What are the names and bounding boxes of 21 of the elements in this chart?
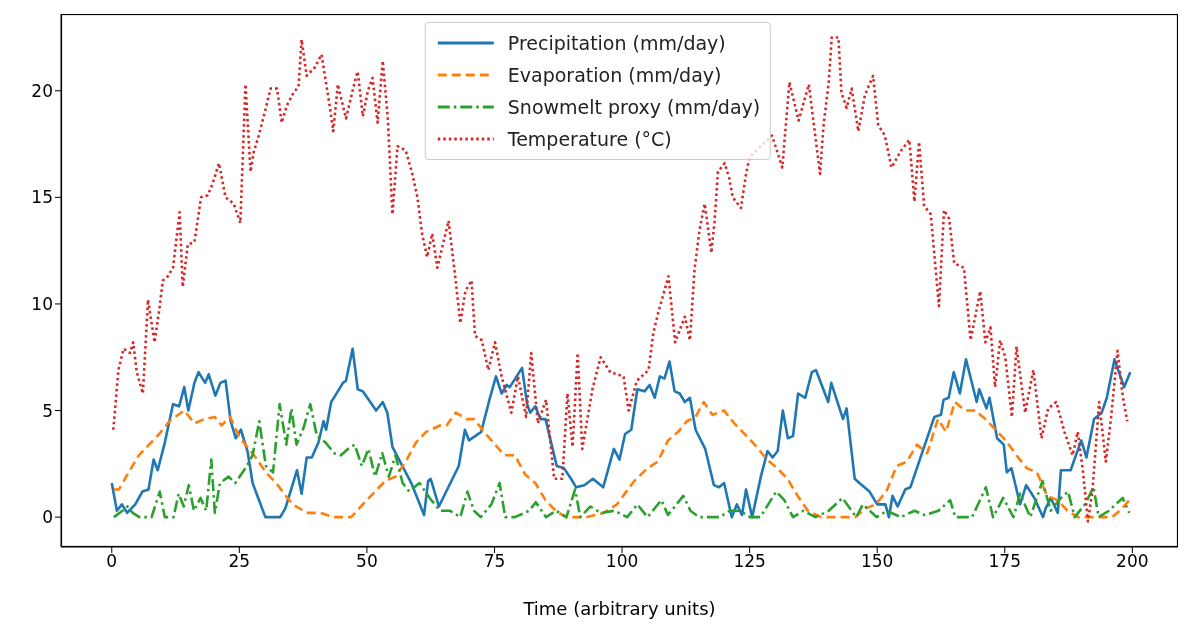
line-series xyxy=(110,347,1132,519)
x-tick-label: 175 xyxy=(988,551,1021,572)
legend-label: Evaporation (mm/day) xyxy=(507,64,722,86)
x-tick-label: 125 xyxy=(733,551,766,572)
y-tick-label: 0 xyxy=(42,507,53,528)
x-tick-label: 0 xyxy=(106,551,118,572)
x-axis-title: Time (arbitrary units) xyxy=(522,598,716,619)
x-tick-label: 50 xyxy=(356,551,378,572)
x-tick-label: 25 xyxy=(228,551,251,572)
legend-label: Precipitation (mm/day) xyxy=(507,32,726,54)
x-tick-label: 100 xyxy=(605,551,639,572)
y-tick-label: 10 xyxy=(31,293,53,314)
x-tick-label: 200 xyxy=(1116,551,1149,572)
legend-label: Snowmelt proxy (mm/day) xyxy=(507,96,761,118)
y-tick-label: 20 xyxy=(31,80,53,101)
x-tick-label: 75 xyxy=(483,551,506,572)
line-series xyxy=(112,36,1129,523)
legend-label: Temperature (°C) xyxy=(507,128,672,150)
x-tick-label: 150 xyxy=(860,551,894,572)
y-tick-label: 15 xyxy=(31,187,53,208)
y-tick-label: 5 xyxy=(42,400,53,421)
